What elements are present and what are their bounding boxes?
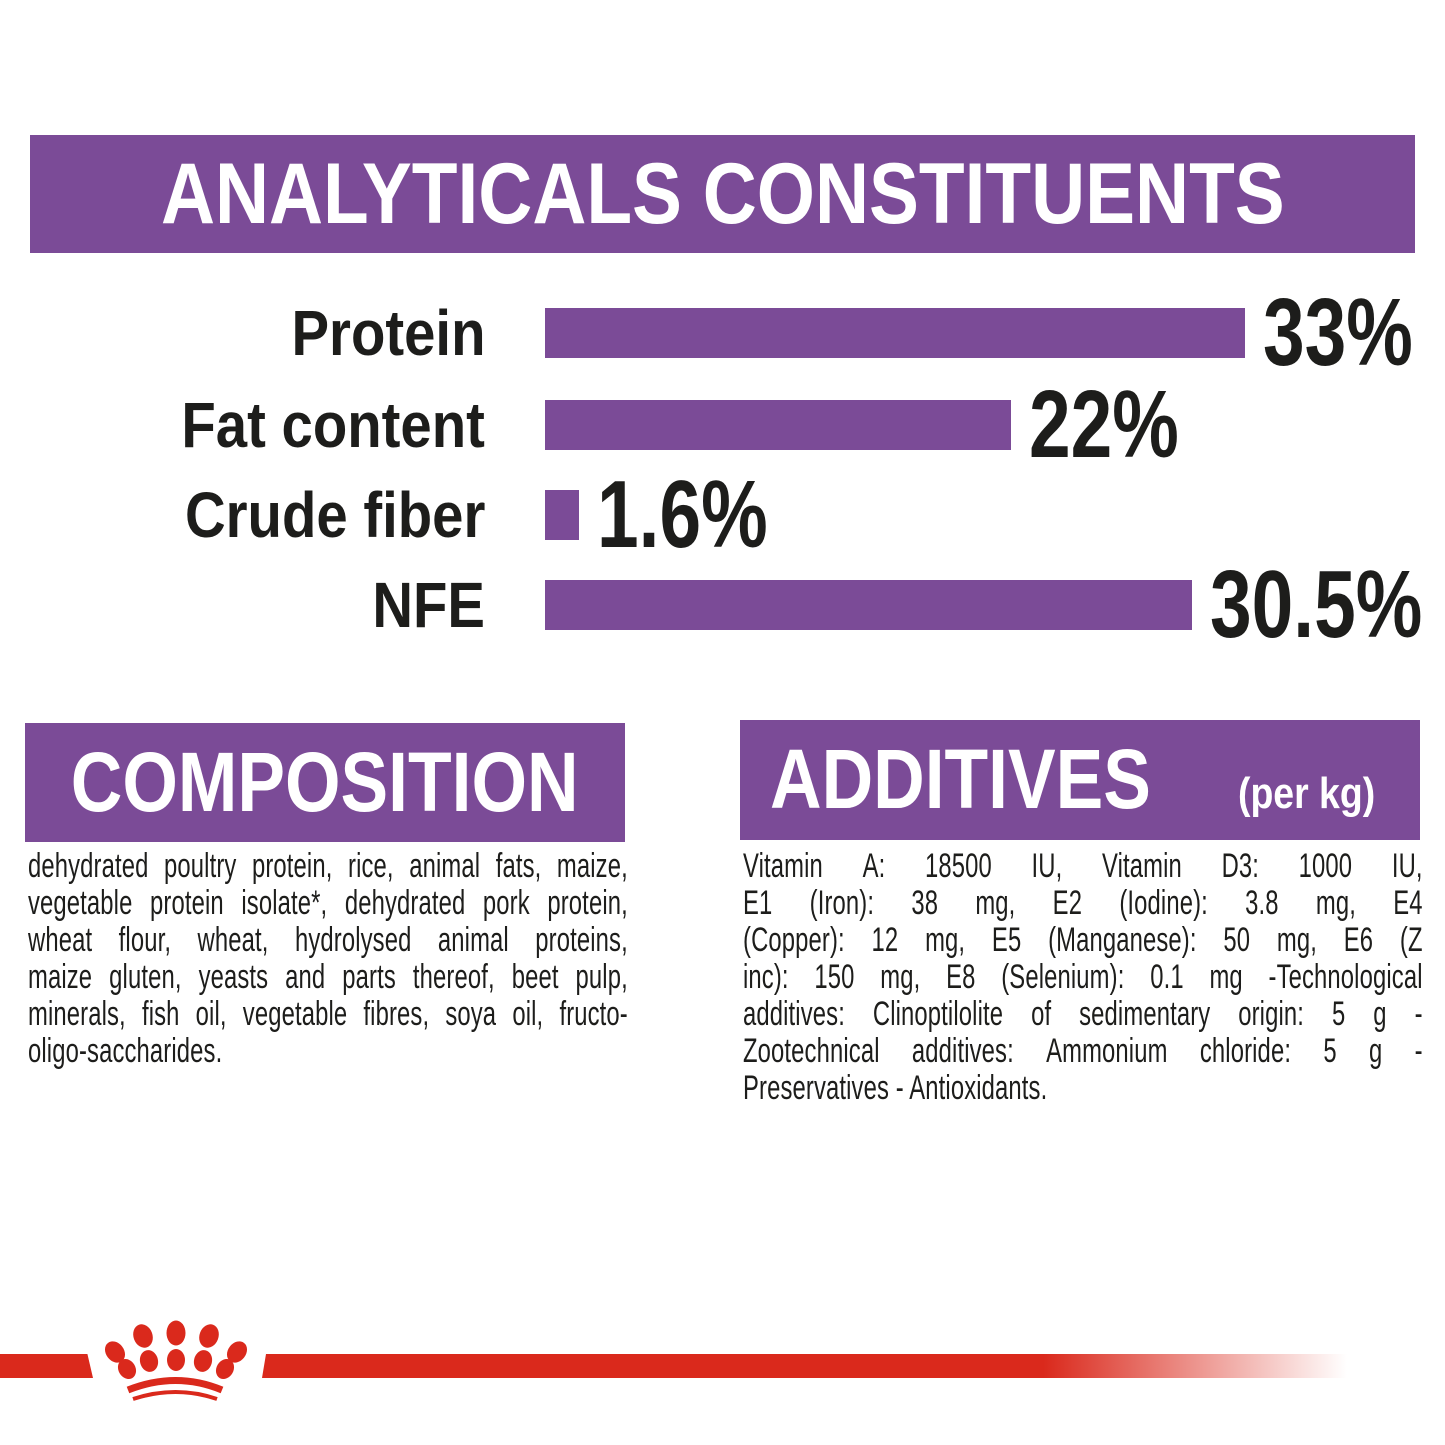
brand-stripe-right — [262, 1354, 1347, 1378]
bar-nfe — [545, 580, 1192, 630]
additives-line: Vitamin A: 18500 IU, Vitamin D3: 1000 IU, — [743, 847, 1423, 885]
bar-value-protein: 33% — [1263, 285, 1445, 381]
chart-row-fat-content: Fat content 22% — [0, 377, 1445, 473]
additives-line: Preservatives - Antioxidants. — [743, 1069, 1048, 1107]
composition-line: oligo-saccharides. — [28, 1032, 223, 1070]
bar-value-nfe: 30.5% — [1210, 557, 1445, 653]
composition-line: dehydrated poultry protein, rice, animal fats… — [28, 847, 628, 885]
bar-label-text: NFE — [372, 569, 485, 641]
royal-canin-crown-icon — [104, 1320, 248, 1401]
composition-line: vegetable protein isolate*, dehydrated pork p… — [28, 884, 628, 922]
brand-stripe-left — [0, 1354, 93, 1378]
bar-protein — [545, 308, 1245, 358]
bar-value-text: 30.5% — [1210, 551, 1423, 658]
additives-line: E1 (Iron): 38 mg, E2 (Iodine): 3.8 mg, E4 — [743, 884, 1423, 922]
bar-value-text: 33% — [1263, 279, 1413, 386]
bar-label-nfe: NFE — [0, 573, 485, 637]
additives-text: Vitamin A: 18500 IU, Vitamin D3: 1000 IU, E1 (Ir… — [743, 848, 1423, 1107]
chart-row-protein: Protein 33% — [0, 285, 1445, 381]
bar-label-protein: Protein — [0, 301, 485, 365]
additives-title: ADDITIVES — [770, 732, 1151, 826]
composition-title: COMPOSITION — [71, 735, 579, 829]
bar-crude-fiber — [545, 490, 579, 540]
additives-line: (Copper): 12 mg, E5 (Manganese): 50 mg, E6 (Z — [743, 921, 1423, 959]
bar-value-fat-content: 22% — [1029, 377, 1221, 473]
additives-line: additives: Clinoptilolite of sedimentary ori… — [743, 995, 1423, 1033]
composition-banner: COMPOSITION — [25, 723, 625, 842]
analyticals-title: ANALYTICALS CONSTITUENTS — [160, 146, 1285, 242]
additives-subtitle: (per kg) — [1238, 769, 1376, 818]
composition-line: minerals, fish oil, vegetable fibres, soya oil… — [28, 995, 628, 1033]
bar-label-text: Fat content — [181, 389, 485, 461]
composition-text: dehydrated poultry protein, rice, animal fats… — [28, 848, 628, 1070]
bar-value-text: 22% — [1029, 371, 1179, 478]
analyticals-banner: ANALYTICALS CONSTITUENTS — [30, 135, 1415, 253]
bar-fat-content — [545, 400, 1011, 450]
chart-row-nfe: NFE 30.5% — [0, 557, 1445, 653]
additives-banner: ADDITIVES (per kg) — [740, 720, 1420, 840]
bar-label-text: Protein — [290, 297, 485, 369]
chart-row-crude-fiber: Crude fiber 1.6% — [0, 467, 1445, 563]
bar-label-fat-content: Fat content — [0, 393, 485, 457]
composition-line: wheat flour, wheat, hydrolysed animal protein… — [28, 921, 628, 959]
bar-label-crude-fiber: Crude fiber — [0, 483, 485, 547]
additives-line: inc): 150 mg, E8 (Selenium): 0.1 mg -Technologi… — [743, 958, 1423, 996]
bar-value-crude-fiber: 1.6% — [597, 467, 816, 563]
bar-label-text: Crude fiber — [184, 479, 485, 551]
additives-line: Zootechnical additives: Ammonium chloride: 5… — [743, 1032, 1423, 1070]
bar-value-text: 1.6% — [597, 461, 768, 568]
composition-line: maize gluten, yeasts and parts thereof, beet pu… — [28, 958, 628, 996]
